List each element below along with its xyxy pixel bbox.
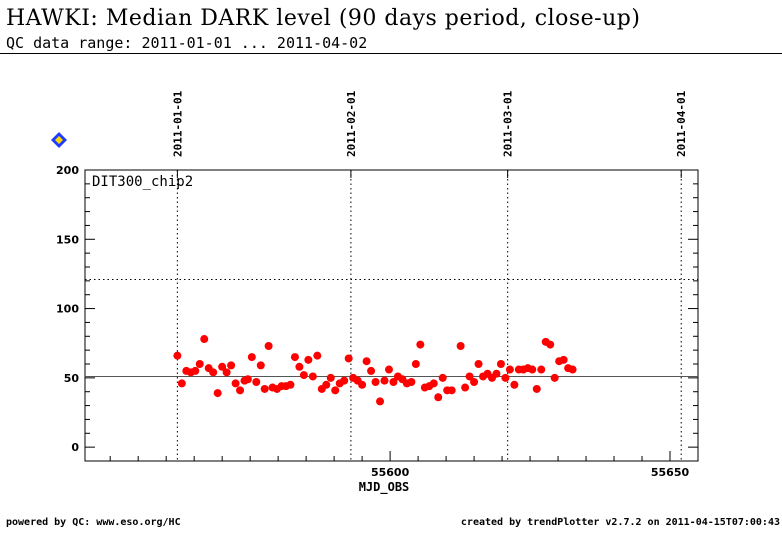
data-point — [550, 373, 559, 382]
data-point — [537, 365, 546, 374]
chart-subtitle: QC data range: 2011-01-01 ... 2011-04-02 — [6, 34, 368, 52]
data-point — [434, 393, 443, 402]
data-point — [252, 378, 261, 387]
data-point — [438, 373, 447, 382]
header-divider — [0, 53, 782, 54]
data-point — [532, 384, 541, 393]
y-tick-label: 150 — [56, 233, 79, 246]
data-point — [322, 380, 331, 389]
data-point — [380, 376, 389, 385]
data-point — [191, 366, 200, 375]
x-tick-label: 55600 — [371, 466, 410, 479]
data-point — [195, 360, 204, 368]
data-point — [295, 362, 304, 371]
data-point — [236, 386, 245, 395]
date-tick-label: 2011-01-01 — [171, 90, 184, 157]
data-point — [358, 380, 367, 389]
plot-frame — [84, 169, 699, 462]
x-tick-label: 55650 — [651, 466, 690, 479]
plot-marker-icon — [51, 132, 67, 148]
plot-border — [84, 169, 699, 462]
data-point — [559, 355, 568, 364]
data-point — [264, 341, 273, 350]
data-point — [200, 335, 209, 344]
data-point — [546, 340, 555, 349]
data-point — [411, 360, 420, 368]
data-point — [371, 378, 380, 387]
data-point — [286, 380, 295, 389]
y-tick-label: 100 — [56, 303, 79, 316]
data-point — [367, 366, 376, 375]
data-point — [227, 361, 236, 370]
data-point — [376, 397, 385, 406]
data-point — [447, 386, 456, 395]
date-tick-label: 2011-02-01 — [345, 90, 358, 157]
y-tick-label: 50 — [64, 372, 80, 385]
data-point — [465, 372, 474, 381]
data-point — [313, 351, 322, 360]
data-point — [247, 353, 256, 362]
data-point — [505, 365, 514, 374]
data-point — [218, 362, 227, 371]
x-axis: 55600 55650 — [109, 451, 699, 479]
data-point — [384, 365, 393, 374]
data-point — [344, 354, 353, 363]
date-axis: 2011-01-01 2011-02-01 2011-03-01 2011-04-01 — [171, 90, 688, 178]
data-point — [496, 360, 505, 368]
data-point — [510, 380, 519, 389]
data-point — [260, 384, 269, 393]
reference-lines — [85, 278, 698, 377]
y-axis: 0 50 100 150 200 — [56, 164, 698, 454]
data-point — [474, 360, 483, 368]
data-point — [222, 368, 231, 377]
data-point — [501, 373, 510, 382]
data-point — [243, 375, 252, 384]
data-point — [470, 378, 479, 387]
data-point — [213, 389, 222, 398]
y-tick-label: 0 — [71, 441, 79, 454]
date-tick-label: 2011-04-01 — [675, 90, 688, 157]
data-point — [326, 373, 335, 382]
data-point — [429, 379, 438, 388]
data-point — [304, 355, 313, 364]
x-axis-title: MJD_OBS — [359, 480, 410, 495]
data-point — [340, 376, 349, 385]
data-point — [389, 378, 398, 387]
data-point — [290, 353, 299, 362]
data-points — [173, 335, 577, 406]
data-point — [299, 371, 308, 380]
data-point — [231, 379, 240, 388]
data-point — [173, 351, 182, 360]
date-tick-label: 2011-03-01 — [502, 90, 515, 157]
data-point — [256, 361, 265, 370]
data-point — [456, 341, 465, 350]
data-point — [461, 383, 470, 392]
y-tick-label: 200 — [56, 164, 79, 177]
data-point — [308, 372, 317, 381]
data-point — [492, 369, 501, 378]
data-point — [209, 368, 218, 377]
chart-title: HAWKI: Median DARK level (90 days period… — [6, 6, 641, 31]
data-point — [407, 378, 416, 387]
data-point — [568, 365, 577, 374]
data-point — [331, 386, 340, 395]
footer-powered-by: powered by QC: www.eso.org/HC — [6, 517, 181, 528]
grid-lines — [176, 170, 682, 461]
data-point — [416, 340, 425, 349]
footer-created-by: created by trendPlotter v2.7.2 on 2011-0… — [460, 517, 780, 528]
data-point — [362, 357, 371, 366]
series-label: DIT300_chip2 — [92, 174, 193, 190]
data-point — [177, 379, 186, 388]
data-point — [528, 365, 537, 374]
